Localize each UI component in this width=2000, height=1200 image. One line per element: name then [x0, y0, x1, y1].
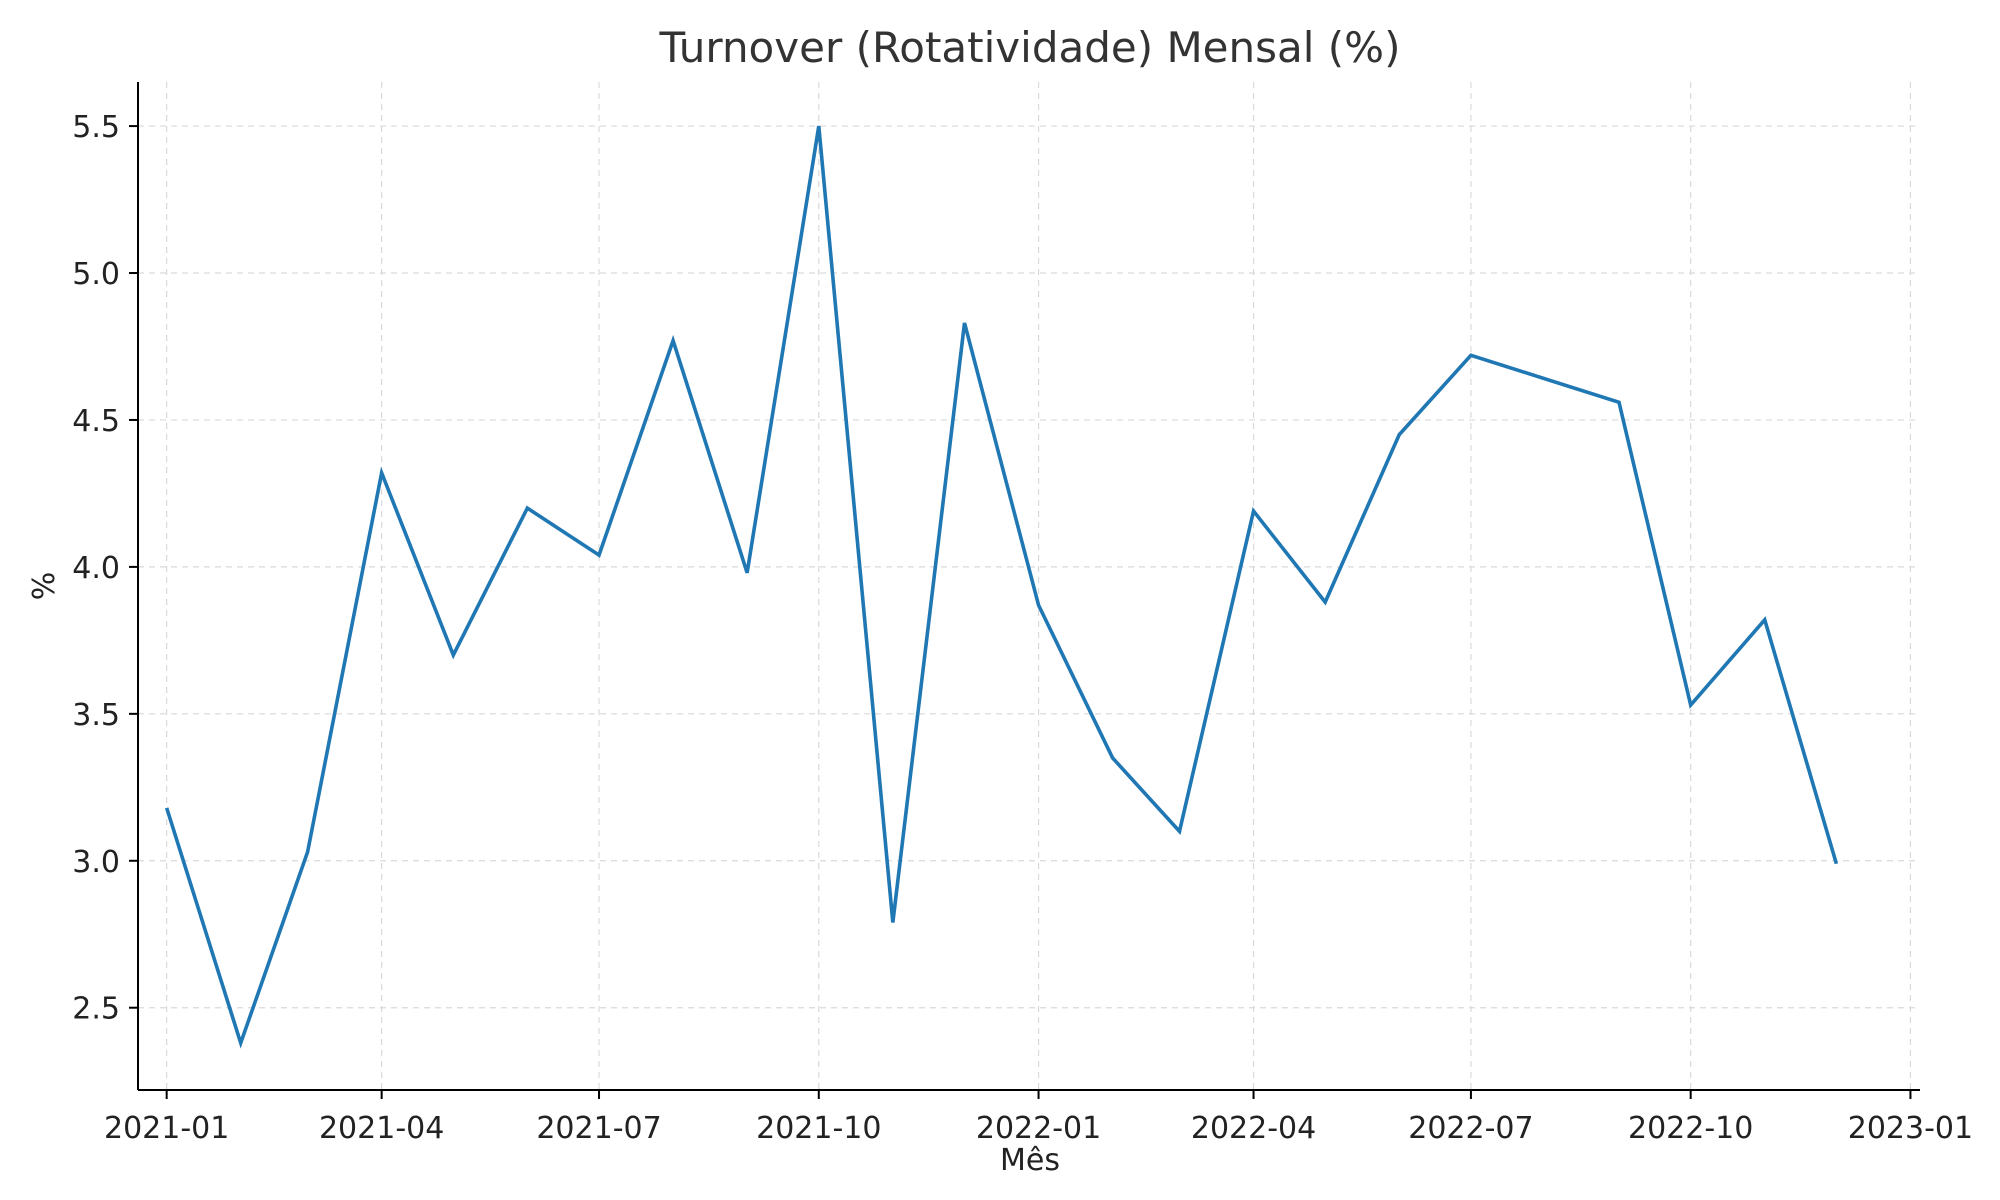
chart-title: Turnover (Rotatividade) Mensal (%) — [659, 23, 1401, 72]
y-axis-label: % — [27, 572, 62, 601]
x-tick-label: 2021-04 — [319, 1111, 444, 1146]
x-tick-label: 2021-07 — [536, 1111, 661, 1146]
x-tick-label: 2022-07 — [1408, 1111, 1533, 1146]
series-line — [164, 125, 1839, 1049]
x-tick-label: 2022-10 — [1628, 1111, 1753, 1146]
x-tick-label: 2022-01 — [976, 1111, 1101, 1146]
y-tick-label: 5.5 — [72, 110, 120, 145]
y-tick-label: 4.5 — [72, 404, 120, 439]
grid — [138, 82, 1920, 1090]
y-tick-label: 3.0 — [72, 845, 120, 880]
ticks: 2021-01 2021-04 2021-07 2021-10 2022-01 2022-… — [72, 110, 1973, 1146]
x-tick-label: 2023-01 — [1848, 1111, 1973, 1146]
series — [164, 125, 1839, 1049]
x-tick-label: 2022-04 — [1191, 1111, 1316, 1146]
y-tick-label: 3.5 — [72, 698, 120, 733]
x-axis-label: Mês — [1000, 1143, 1060, 1178]
axes — [137, 82, 1920, 1091]
x-tick-label: 2021-01 — [104, 1111, 229, 1146]
x-tick-label: 2021-10 — [756, 1111, 881, 1146]
y-tick-label: 4.0 — [72, 551, 120, 586]
y-tick-label: 5.0 — [72, 257, 120, 292]
y-tick-label: 2.5 — [72, 992, 120, 1027]
